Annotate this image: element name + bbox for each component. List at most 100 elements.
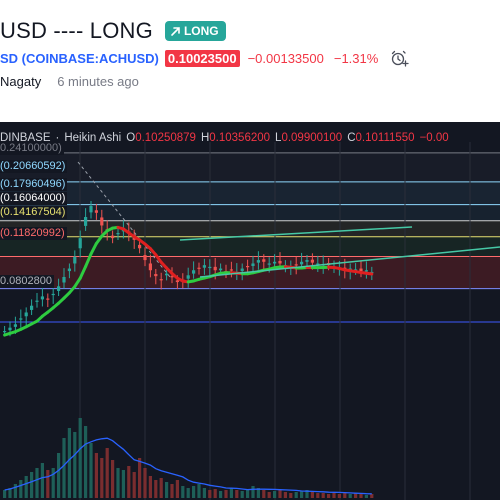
candle <box>300 261 304 265</box>
candle <box>24 312 28 317</box>
volume-bar <box>24 476 28 498</box>
volume-bar <box>229 488 233 498</box>
candle <box>84 217 88 226</box>
candle <box>219 268 223 271</box>
volume-bar <box>116 468 120 498</box>
volume-bar <box>8 488 12 498</box>
level-label: (0.17960496) <box>0 178 68 191</box>
trend-line <box>77 161 171 278</box>
candle <box>240 268 244 272</box>
volume-bar <box>13 484 17 498</box>
volume-moving-average <box>4 437 372 495</box>
level-zone <box>0 220 500 237</box>
volume-bar <box>100 458 104 498</box>
candle <box>175 280 179 283</box>
author-name[interactable]: Nagaty <box>0 73 42 89</box>
candle <box>229 269 233 271</box>
symbol-link[interactable]: SD (COINBASE:ACHUSD) <box>0 50 159 66</box>
candle <box>94 210 98 213</box>
candle <box>256 260 260 263</box>
high-value: 0.10356200 <box>209 132 271 144</box>
level-label: 0.24100000) <box>0 142 64 155</box>
high-label: H <box>200 132 210 144</box>
volume-bar <box>219 491 223 498</box>
volume-bar <box>202 488 206 498</box>
candle <box>310 259 314 263</box>
idea-header: USD ---- LONG LONG SD (COINBASE:ACHUSD) … <box>0 0 500 122</box>
candle <box>40 296 44 300</box>
long-badge-label: LONG <box>183 24 219 38</box>
candle <box>3 331 7 333</box>
volume-bar <box>143 468 147 498</box>
volume-bar <box>348 494 352 498</box>
close-label: C <box>347 132 356 144</box>
volume-bar <box>165 482 169 498</box>
channel-upper <box>179 226 413 241</box>
volume-bar <box>159 478 163 498</box>
author-row: Nagaty 6 minutes ago <box>0 72 139 90</box>
candle <box>100 217 104 226</box>
volume-bar <box>46 470 50 498</box>
symbol-row: SD (COINBASE:ACHUSD) 0.10023500 −0.00133… <box>0 49 410 67</box>
candle <box>78 238 82 249</box>
candle <box>57 286 61 291</box>
candle <box>111 235 115 239</box>
level-label: (0.16064000) <box>0 192 68 205</box>
change-value: −0.00 <box>419 132 449 144</box>
level-zone <box>0 236 500 257</box>
volume-bar <box>273 491 277 498</box>
moving-average <box>73 276 82 289</box>
level-zone <box>0 181 500 205</box>
candle <box>364 270 368 272</box>
volume-bar <box>224 490 228 498</box>
volume-bar <box>30 472 34 498</box>
level-zone <box>0 204 500 221</box>
volume-bar <box>337 494 341 498</box>
title-row: USD ---- LONG LONG <box>0 16 226 46</box>
volume-bar <box>251 486 255 498</box>
volume-bar <box>305 490 309 498</box>
volume-bar <box>19 480 23 498</box>
candle <box>305 260 309 262</box>
candle <box>208 266 212 269</box>
last-price: 0.10023500 <box>164 49 240 67</box>
volume-bar <box>154 480 158 498</box>
volume-bar <box>213 489 217 498</box>
idea-title: USD ---- LONG <box>0 18 153 43</box>
volume-bar <box>67 428 71 498</box>
price-chart[interactable]: DINBASE · Heikin Ashi O 0.10250879 H 0.1… <box>0 122 500 500</box>
volume-bar <box>310 492 314 498</box>
candle <box>278 260 282 264</box>
volume-bar <box>132 472 136 498</box>
candle <box>35 300 39 302</box>
level-label: 0.0802800 <box>0 275 54 288</box>
volume-bar <box>138 458 142 498</box>
volume-bar <box>354 493 358 498</box>
volume-bar <box>267 492 271 498</box>
candle <box>359 268 363 272</box>
volume-bar <box>78 418 82 498</box>
candle <box>213 266 217 271</box>
volume-bar <box>332 493 336 498</box>
candle <box>73 256 77 264</box>
volume-bar <box>192 486 196 498</box>
volume-bar <box>94 453 98 498</box>
candle <box>246 266 250 268</box>
candle <box>154 274 158 277</box>
volume-bar <box>148 476 152 498</box>
volume-bar <box>359 494 363 498</box>
volume-bar <box>370 494 374 498</box>
legend-dot: · <box>55 132 60 144</box>
volume-bar <box>364 495 368 498</box>
volume-bar <box>246 489 250 498</box>
level-label: (0.14167504) <box>0 206 68 219</box>
price-change: −0.00133500 <box>247 50 324 66</box>
alarm-plus-icon[interactable] <box>390 49 410 67</box>
volume-bar <box>343 493 347 498</box>
volume-bar <box>35 468 39 498</box>
volume-bar <box>235 490 239 498</box>
volume-bar <box>89 443 93 498</box>
chart-canvas[interactable] <box>0 122 500 500</box>
moving-average <box>364 271 374 276</box>
candle <box>62 276 66 283</box>
